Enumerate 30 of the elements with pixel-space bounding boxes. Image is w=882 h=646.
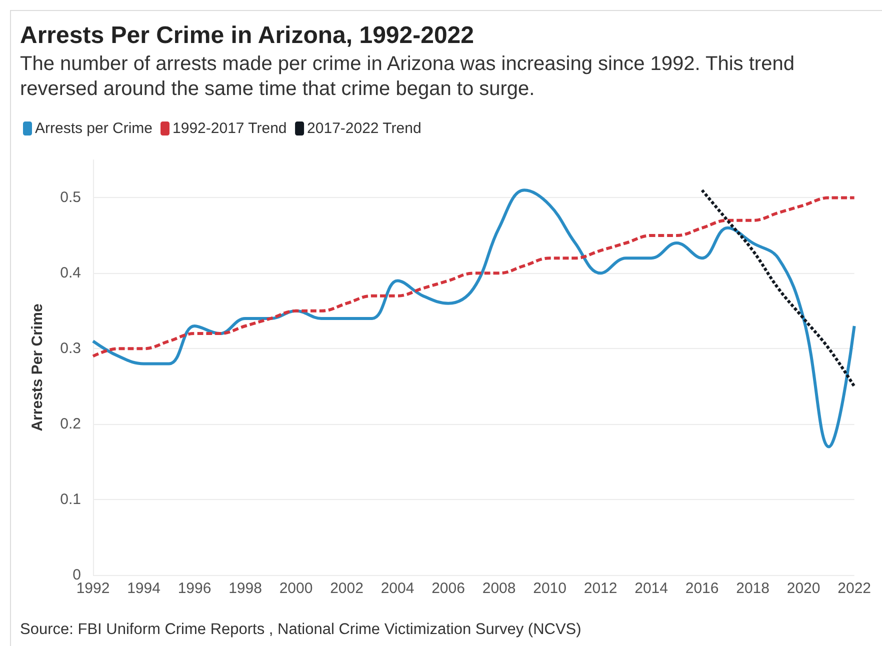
x-tick-label: 2006: [432, 580, 465, 597]
x-tick-label: 2020: [786, 580, 820, 597]
chart-subtitle: The number of arrests made per crime in Arizona was increasing since 1992. This trend reversed around the same time that crime began to surge.: [20, 52, 796, 102]
x-tick-label: 2002: [330, 580, 364, 597]
x-tick-label: 2010: [533, 580, 566, 597]
x-tick-label: 1994: [127, 580, 160, 597]
x-tick-label: 2018: [736, 580, 770, 597]
x-tick-label: 2004: [380, 580, 414, 597]
source-note: Source: FBI Uniform Crime Reports , National Crime Victimization Survey (NCVS): [20, 621, 582, 639]
y-axis-title: Arrests Per Crime: [29, 304, 46, 432]
y-tick-label: 0.4: [60, 264, 81, 282]
chart-title: Arrests Per Crime in Arizona, 1992-2022: [20, 22, 474, 50]
line-series: [700, 188, 856, 388]
legend-label: 2017-2022 Trend: [307, 120, 422, 137]
line-series: [92, 188, 856, 448]
x-tick-label: 2008: [482, 580, 516, 597]
x-tick-label: 2022: [838, 580, 872, 597]
legend-label: 1992-2017 Trend: [172, 120, 287, 137]
x-tick-label: 2014: [634, 580, 668, 597]
line-series: [92, 196, 856, 358]
y-tick-label: 0.3: [60, 340, 81, 358]
x-tick-label: 1996: [178, 580, 212, 597]
legend-label: Arrests per Crime: [35, 120, 153, 137]
y-tick-label: 0.5: [60, 189, 81, 206]
x-tick-label: 2012: [584, 580, 618, 597]
x-tick-label: 2016: [685, 580, 719, 597]
x-tick-label: 2000: [279, 580, 313, 597]
x-tick-label: 1998: [228, 580, 262, 597]
y-tick-label: 0.2: [60, 416, 81, 433]
y-tick-label: 0.1: [60, 491, 81, 508]
